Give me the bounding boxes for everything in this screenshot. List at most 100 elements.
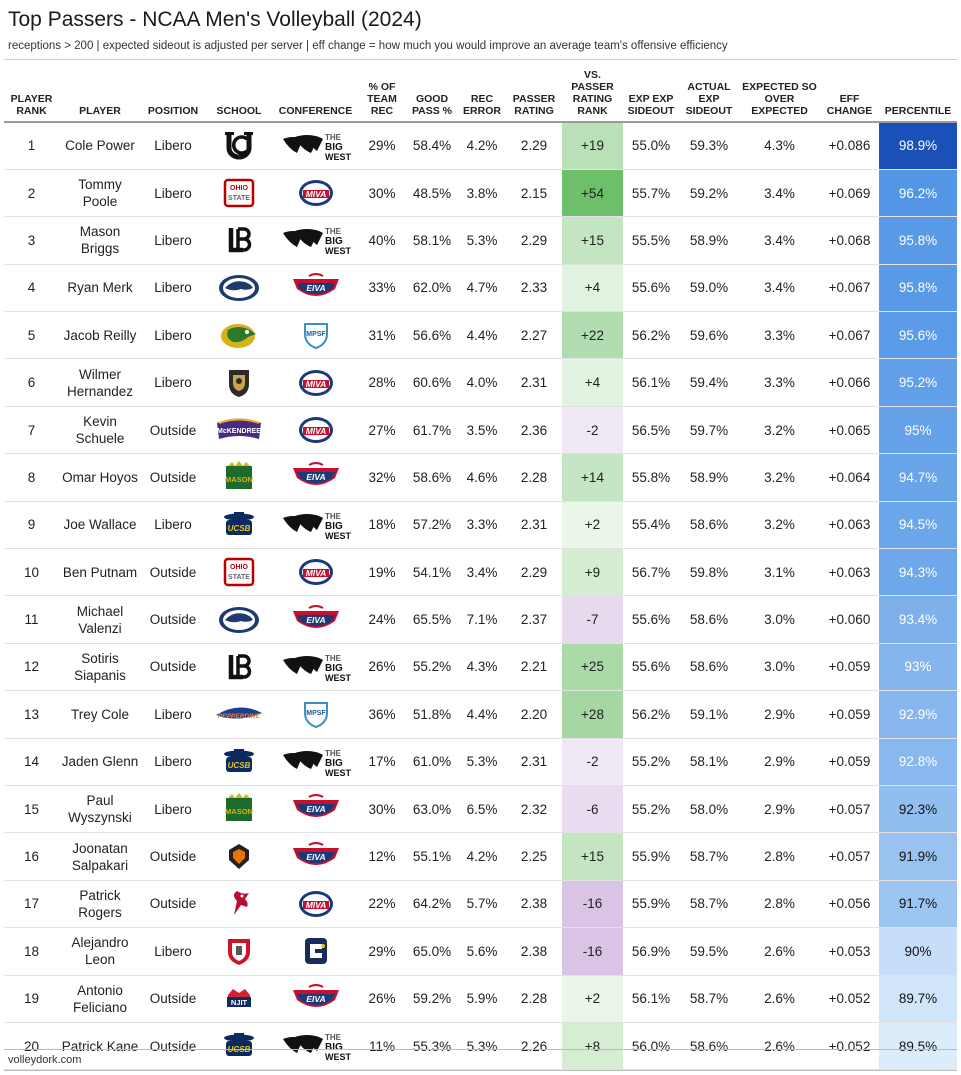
col-header: CONFERENCE [273, 60, 358, 123]
passer-rating-cell: 2.29 [506, 216, 562, 265]
rank-cell: 3 [4, 216, 59, 265]
rank-cell: 8 [4, 453, 59, 502]
svg-text:MPSF: MPSF [306, 331, 326, 338]
svg-text:STATE: STATE [228, 574, 250, 581]
good-pass-cell: 65.5% [406, 595, 458, 644]
rec-error-cell: 4.3% [458, 643, 506, 692]
passer-rating-cell: 2.32 [506, 785, 562, 834]
position-cell: Libero [141, 122, 205, 170]
st-francis-logo [214, 934, 264, 968]
table-row: 9 Joe Wallace Libero UCSB THE BIG WEST 18% 57.2%… [4, 501, 957, 550]
passer-rating-cell: 2.37 [506, 595, 562, 644]
conference-cell: EIVA [273, 595, 358, 644]
school-cell: MASON [205, 453, 273, 502]
exp-exp-sideout-cell: 56.7% [623, 548, 679, 597]
actual-exp-sideout-cell: 59.7% [679, 406, 739, 455]
eff-change-cell: +0.086 [820, 122, 879, 170]
svg-text:EIVA: EIVA [306, 283, 325, 293]
svg-text:WEST: WEST [325, 152, 352, 162]
position-cell: Outside [141, 975, 205, 1023]
vs-rank-cell: +4 [562, 264, 623, 313]
so-over-expected-cell: 2.9% [739, 785, 820, 834]
percentile-cell: 95.6% [879, 311, 957, 360]
so-over-expected-cell: 2.6% [739, 927, 820, 976]
col-header: EFF CHANGE [820, 60, 879, 123]
penn-state-logo [214, 271, 264, 305]
exp-exp-sideout-cell: 55.7% [623, 169, 679, 218]
vs-rank-cell: +8 [562, 1022, 623, 1071]
position-cell: Libero [141, 501, 205, 550]
page-subtitle: receptions > 200 | expected sideout is a… [8, 40, 728, 52]
good-pass-cell: 56.6% [406, 311, 458, 360]
col-header: PLAYER RANK [4, 60, 59, 123]
conference-logo-icon: THE BIG WEST [279, 223, 353, 257]
passer-rating-cell: 2.28 [506, 975, 562, 1023]
rank-cell: 11 [4, 595, 59, 644]
eff-change-cell: +0.060 [820, 595, 879, 644]
rec-error-cell: 4.6% [458, 453, 506, 502]
rec-error-cell: 4.4% [458, 311, 506, 360]
school-cell [205, 216, 273, 265]
svg-text:MASON: MASON [225, 807, 253, 816]
conference-logo-icon: MIVA [279, 887, 353, 921]
player-name-cell: Kevin Schuele [59, 406, 141, 455]
svg-text:MPSF: MPSF [306, 710, 326, 717]
team-rec-cell: 11% [358, 1022, 406, 1071]
conference-logo-icon: EIVA [279, 792, 353, 826]
good-pass-cell: 55.2% [406, 643, 458, 692]
eff-change-cell: +0.057 [820, 785, 879, 834]
conference-cell: THE BIG WEST [273, 1022, 358, 1071]
so-over-expected-cell: 3.1% [739, 548, 820, 597]
rank-cell: 20 [4, 1022, 59, 1071]
eff-change-cell: +0.059 [820, 738, 879, 786]
svg-text:BIG: BIG [325, 521, 343, 532]
rec-error-cell: 4.2% [458, 832, 506, 881]
vs-rank-cell: +19 [562, 122, 623, 170]
player-name-cell: Jaden Glenn [59, 738, 141, 786]
percentile-cell: 93% [879, 643, 957, 692]
col-header: ACTUAL EXP SIDEOUT [679, 60, 739, 123]
team-rec-cell: 12% [358, 832, 406, 881]
passer-rating-cell: 2.25 [506, 832, 562, 881]
percentile-cell: 95.8% [879, 264, 957, 313]
school-cell [205, 880, 273, 929]
vs-rank-cell: +54 [562, 169, 623, 218]
table-row: 7 Kevin Schuele Outside McKENDREE MIVA 27% 61.… [4, 406, 957, 455]
penn-state-logo [214, 603, 264, 637]
svg-text:THE: THE [325, 133, 342, 142]
actual-exp-sideout-cell: 59.5% [679, 927, 739, 976]
svg-text:MIVA: MIVA [305, 568, 326, 578]
svg-text:EIVA: EIVA [306, 615, 325, 625]
position-cell: Outside [141, 832, 205, 881]
actual-exp-sideout-cell: 58.7% [679, 975, 739, 1023]
exp-exp-sideout-cell: 55.9% [623, 832, 679, 881]
passer-rating-cell: 2.38 [506, 880, 562, 929]
so-over-expected-cell: 3.4% [739, 169, 820, 218]
njit-logo: NJIT [214, 982, 264, 1016]
actual-exp-sideout-cell: 58.6% [679, 643, 739, 692]
exp-exp-sideout-cell: 55.9% [623, 880, 679, 929]
eff-change-cell: +0.068 [820, 216, 879, 265]
actual-exp-sideout-cell: 59.1% [679, 690, 739, 739]
percentile-cell: 92.3% [879, 785, 957, 834]
conference-cell: MPSF [273, 311, 358, 360]
percentile-cell: 98.9% [879, 122, 957, 170]
conference-logo-icon: MIVA [279, 176, 353, 210]
position-cell: Outside [141, 453, 205, 502]
conference-logo-icon [279, 934, 353, 968]
school-cell [205, 595, 273, 644]
so-over-expected-cell: 3.0% [739, 643, 820, 692]
ucsb-logo: UCSB [214, 1029, 264, 1063]
eff-change-cell: +0.052 [820, 1022, 879, 1071]
rank-cell: 12 [4, 643, 59, 692]
actual-exp-sideout-cell: 59.0% [679, 264, 739, 313]
top-divider [4, 59, 957, 60]
player-name-cell: Alejandro Leon [59, 927, 141, 976]
actual-exp-sideout-cell: 58.6% [679, 501, 739, 550]
team-rec-cell: 29% [358, 122, 406, 170]
rec-error-cell: 5.3% [458, 216, 506, 265]
school-cell: UCSB [205, 501, 273, 550]
good-pass-cell: 64.2% [406, 880, 458, 929]
conference-cell: EIVA [273, 264, 358, 313]
